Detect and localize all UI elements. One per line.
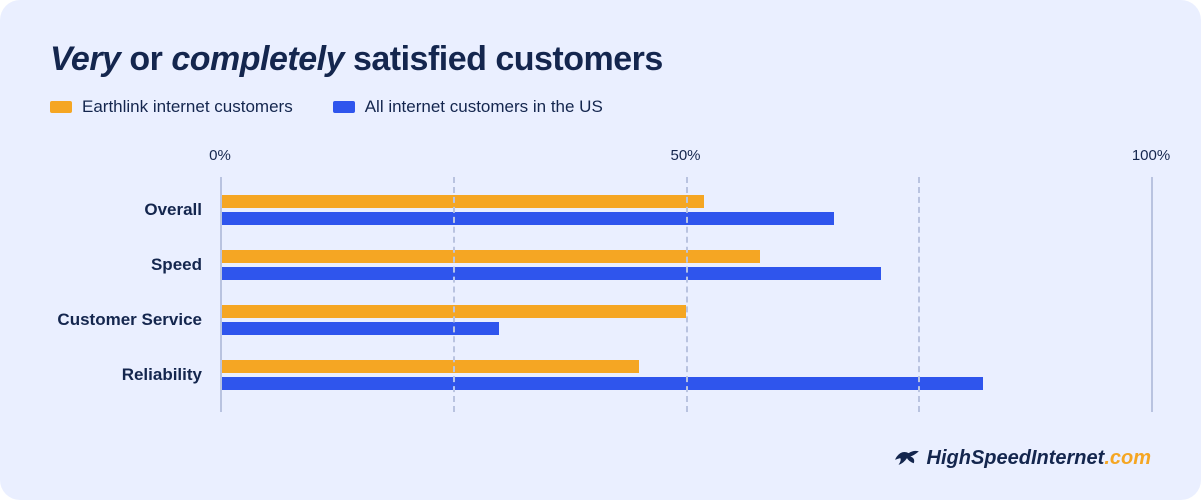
- chart-area: OverallSpeedCustomer ServiceReliability …: [50, 147, 1151, 412]
- logo-text-suffix: .com: [1104, 447, 1151, 469]
- bar: [220, 195, 704, 208]
- legend-label: All internet customers in the US: [365, 97, 603, 117]
- category-label: Speed: [50, 237, 220, 292]
- bar: [220, 212, 834, 225]
- y-axis-labels: OverallSpeedCustomer ServiceReliability: [50, 147, 220, 412]
- x-axis-ticks: 0%50%100%: [220, 147, 1151, 172]
- chart-card: Very or completely satisfied customers E…: [0, 0, 1201, 500]
- bar: [220, 377, 983, 390]
- category-label: Overall: [50, 182, 220, 237]
- legend-item: All internet customers in the US: [333, 97, 603, 117]
- bar: [220, 250, 760, 263]
- plot-area: 0%50%100%: [220, 147, 1151, 412]
- gridline: [1151, 177, 1153, 412]
- title-txt-4: satisfied customers: [344, 40, 663, 78]
- hummingbird-icon: [893, 448, 921, 470]
- x-tick-label: 0%: [209, 147, 231, 164]
- legend-swatch: [50, 101, 72, 113]
- x-tick-label: 50%: [670, 147, 700, 164]
- x-tick-label: 100%: [1132, 147, 1170, 164]
- gridline: [220, 177, 222, 412]
- bar: [220, 322, 499, 335]
- legend-swatch: [333, 101, 355, 113]
- gridline: [918, 177, 920, 412]
- title-txt-2: or: [120, 40, 171, 78]
- bar: [220, 267, 881, 280]
- title-emph-1: Very: [50, 40, 120, 78]
- gridline: [686, 177, 688, 412]
- bar: [220, 360, 639, 373]
- logo-text-main: HighSpeedInternet: [927, 447, 1105, 469]
- chart-title: Very or completely satisfied customers: [50, 40, 1151, 79]
- gridline: [453, 177, 455, 412]
- legend-label: Earthlink internet customers: [82, 97, 293, 117]
- title-emph-3: completely: [171, 40, 344, 78]
- legend-item: Earthlink internet customers: [50, 97, 293, 117]
- legend: Earthlink internet customers All internet…: [50, 97, 1151, 117]
- brand-logo: HighSpeedInternet.com: [893, 447, 1151, 470]
- category-label: Customer Service: [50, 292, 220, 347]
- category-label: Reliability: [50, 347, 220, 402]
